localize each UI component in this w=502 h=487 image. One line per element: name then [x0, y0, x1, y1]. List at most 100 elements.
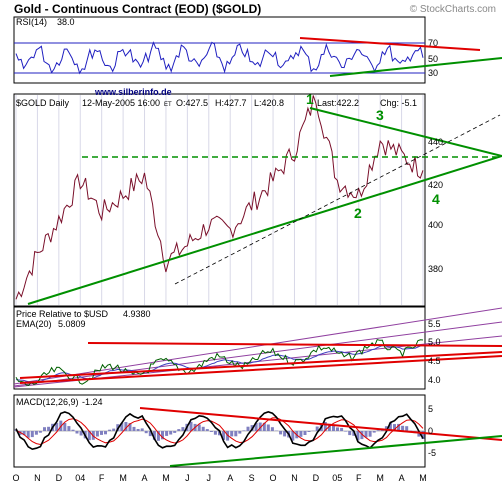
macd-histogram-bar	[201, 426, 205, 431]
x-tick-label: D	[56, 473, 63, 483]
rsi-panel: RSI(14) 38.0 70 50 30	[13, 16, 502, 84]
macd-histogram-bar	[266, 424, 270, 431]
relative-value: 4.9380	[123, 309, 151, 319]
macd-value: -1.24	[82, 397, 103, 407]
x-tick-label: A	[399, 473, 405, 483]
price-high: H:427.7	[215, 98, 247, 108]
macd-histogram-bar	[417, 431, 421, 437]
macd-histogram-bar	[67, 426, 71, 431]
x-tick-label: N	[34, 473, 41, 483]
macd-histogram-bar	[108, 429, 112, 431]
macd-label: MACD(12,26,9)	[16, 397, 79, 407]
macd-histogram-bar	[197, 424, 201, 431]
relative-tick-4.0: 4.0	[428, 375, 441, 385]
macd-histogram-bar	[303, 431, 307, 435]
macd-histogram-bar	[30, 431, 34, 438]
macd-histogram-bar	[388, 422, 392, 431]
price-change: Chg: -5.1	[380, 98, 417, 108]
macd-histogram-bar	[376, 430, 380, 431]
macd-histogram-bar	[104, 431, 107, 435]
macd-histogram-bar	[409, 430, 413, 431]
macd-histogram-bar	[148, 431, 152, 437]
x-tick-label: M	[376, 473, 384, 483]
macd-histogram-bar	[291, 431, 295, 441]
x-tick-label: D	[313, 473, 320, 483]
price-tick-380: 380	[428, 264, 443, 274]
x-tick-label: F	[356, 473, 362, 483]
macd-histogram-bar	[128, 423, 132, 431]
rsi-line	[15, 41, 424, 75]
relative-line	[15, 339, 424, 386]
macd-histogram-bar	[43, 427, 46, 431]
macd-histogram-bar	[230, 431, 234, 437]
price-last: Last:422.2	[317, 98, 359, 108]
macd-histogram-bar	[79, 431, 83, 436]
macd-histogram-bar	[144, 431, 148, 434]
macd-histogram-bar	[22, 431, 26, 436]
ema-value: 5.0809	[58, 319, 86, 329]
macd-tick-neg5: -5	[428, 448, 436, 458]
macd-histogram-bar	[405, 426, 409, 431]
macd-tick-0: 0	[428, 426, 433, 436]
macd-histogram-bar	[71, 429, 75, 431]
price-tick-420: 420	[428, 180, 443, 190]
price-resistance-trendline	[309, 107, 502, 157]
x-tick-label: N	[291, 473, 298, 483]
macd-histogram-bar	[189, 421, 193, 431]
price-date: 12-May-2005 16:00	[82, 98, 160, 108]
wave-label-2: 2	[354, 205, 362, 221]
x-tick-label: A	[142, 473, 148, 483]
macd-histogram-bar	[112, 428, 116, 431]
price-timezone: ET	[164, 102, 172, 108]
x-axis: O N D 04 F M A M J J A S O N D 05 F M A M	[12, 473, 426, 483]
macd-histogram-bar	[205, 429, 209, 431]
macd-histogram-bar	[336, 427, 339, 431]
macd-histogram-bar	[181, 427, 185, 431]
macd-histogram-bar	[177, 429, 181, 431]
relative-tick-5.5: 5.5	[428, 319, 441, 329]
relative-tick-5.0: 5.0	[428, 337, 441, 347]
macd-histogram-bar	[246, 426, 250, 431]
macd-histogram-bar	[213, 431, 217, 435]
x-tick-label: 04	[75, 473, 85, 483]
macd-histogram-bar	[340, 427, 344, 431]
macd-histogram-bar	[218, 431, 221, 436]
macd-histogram-bar	[161, 431, 164, 440]
macd-histogram-bar	[332, 425, 335, 431]
rsi-support-trendline	[329, 57, 502, 77]
macd-histogram-bar	[120, 422, 124, 431]
rsi-resistance-trendline	[299, 37, 481, 51]
x-tick-label: F	[99, 473, 105, 483]
price-tick-440: 440	[428, 137, 443, 147]
price-open: O:427.5	[176, 98, 208, 108]
price-tick-400: 400	[428, 220, 443, 230]
macd-histogram-bar	[124, 422, 128, 431]
macd-histogram-bar	[209, 431, 213, 432]
x-tick-label: M	[119, 473, 127, 483]
x-tick-label: S	[249, 473, 255, 483]
macd-support-trendline	[169, 435, 502, 467]
rsi-tick-50: 50	[428, 54, 438, 64]
macd-histogram-bar	[360, 431, 364, 440]
macd-histogram-bar	[165, 431, 169, 436]
relative-support-trendline	[19, 351, 502, 379]
rsi-tick-70: 70	[428, 38, 438, 48]
macd-line	[15, 411, 424, 451]
macd-histogram-bar	[63, 422, 67, 431]
x-tick-label: A	[227, 473, 233, 483]
macd-histogram-bar	[38, 431, 42, 433]
x-tick-label: M	[419, 473, 427, 483]
macd-panel: MACD(12,26,9) -1.24 5 0 -5	[13, 394, 502, 468]
macd-resistance-trendline	[139, 407, 502, 441]
macd-histogram-bar	[55, 422, 59, 431]
macd-histogram-bar	[368, 431, 372, 437]
wave-label-4: 4	[432, 191, 440, 207]
relative-tick-4.5: 4.5	[428, 356, 441, 366]
macd-histogram-bar	[222, 431, 226, 440]
macd-histogram-bar	[352, 431, 356, 436]
macd-histogram-bar	[348, 431, 352, 436]
macd-histogram-bar	[152, 431, 156, 440]
macd-histogram-bar	[372, 431, 376, 433]
x-tick-label: O	[12, 473, 19, 483]
price-support-trendline	[27, 155, 502, 305]
